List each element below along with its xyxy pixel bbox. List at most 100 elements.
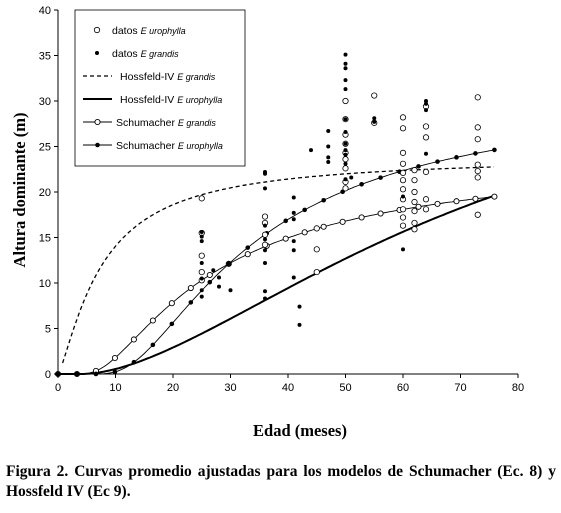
data-point-urophylla (411, 177, 418, 184)
legend-marker-filled-dot (95, 142, 100, 148)
data-point-grandis (424, 101, 428, 106)
curve-marker (245, 245, 251, 250)
curve-marker (472, 195, 479, 202)
data-point-grandis (263, 223, 267, 228)
y-axis-title: Altura dominante (m) (10, 113, 29, 268)
legend-entry: Schumacher E grandis (83, 117, 216, 129)
data-point-urophylla (198, 195, 205, 202)
curve-marker (149, 317, 156, 324)
y-tick-label: 0 (45, 369, 51, 381)
data-point-grandis (199, 230, 204, 235)
figure-caption: Figura 2. Curvas promedio ajustadas para… (6, 463, 556, 500)
curve-marker (206, 271, 213, 279)
curve-marker (473, 151, 478, 156)
data-point-urophylla (411, 226, 418, 233)
data-point-urophylla (198, 252, 205, 259)
data-point-grandis (263, 186, 267, 191)
legend-label: Schumacher E urophylla (116, 140, 223, 152)
data-point-grandis (199, 239, 204, 244)
curve-marker (454, 155, 459, 160)
data-point-grandis (199, 260, 204, 265)
x-tick-label: 20 (167, 382, 179, 394)
curve-marker (320, 223, 327, 230)
curve-marker (283, 218, 289, 224)
data-point-grandis (309, 148, 313, 153)
curve-marker (111, 354, 118, 362)
x-tick-label: 80 (512, 382, 524, 394)
data-point-urophylla (313, 246, 320, 253)
data-point-grandis (424, 151, 428, 156)
data-point-grandis (343, 161, 348, 166)
x-tick-label: 40 (282, 382, 294, 394)
data-point-urophylla (474, 124, 481, 131)
data-point-urophylla (411, 208, 418, 215)
curve-marker (321, 197, 326, 203)
data-point-grandis (297, 304, 302, 309)
data-point-grandis (343, 148, 348, 153)
data-point-urophylla (399, 206, 407, 213)
legend-species: E urophylla (177, 95, 222, 105)
data-point-urophylla (474, 211, 481, 218)
legend-series-name: Schumacher (116, 140, 178, 152)
data-point-grandis (343, 52, 348, 57)
x-tick-label: 70 (454, 382, 466, 394)
data-point-grandis (291, 248, 296, 253)
data-point-grandis (263, 248, 267, 253)
data-point-grandis (263, 296, 267, 301)
legend-entry: Hossfeld-IV E grandis (83, 71, 216, 83)
data-point-grandis (343, 61, 348, 66)
data-point-grandis (343, 129, 348, 134)
legend-label: datos E grandis (112, 48, 179, 60)
data-point-urophylla (399, 169, 407, 176)
curve-hossfeld-iv-e-urophylla (58, 194, 496, 375)
y-tick-label: 35 (39, 51, 51, 63)
data-point-urophylla (422, 206, 430, 213)
data-point-grandis (326, 129, 331, 134)
legend-marker-open-circle (93, 26, 101, 34)
data-point-urophylla (399, 177, 407, 184)
data-point-grandis (263, 289, 267, 294)
data-point-grandis (291, 275, 296, 280)
data-point-grandis (263, 260, 267, 265)
y-tick-label: 5 (45, 324, 51, 336)
curve-marker (150, 342, 156, 348)
data-point-urophylla (411, 167, 418, 174)
data-point-grandis (401, 194, 405, 199)
curve-marker (131, 359, 137, 365)
data-point-urophylla (342, 156, 349, 163)
data-point-grandis (326, 144, 331, 149)
legend-series-name: Hossfeld-IV (120, 94, 177, 106)
legend-marker-open-circle (94, 118, 101, 126)
x-tick-label: 0 (55, 382, 61, 394)
curve-marker (492, 147, 497, 153)
data-point-grandis (228, 288, 233, 293)
curve-marker (188, 300, 194, 305)
data-point-urophylla (261, 241, 269, 248)
data-point-grandis (199, 294, 204, 299)
data-point-urophylla (399, 125, 407, 132)
legend-series-name: Hossfeld-IV (120, 71, 177, 83)
curve-marker (169, 321, 175, 327)
legend-entry: Hossfeld-IV E urophylla (83, 94, 222, 106)
curve-marker (112, 369, 118, 375)
x-tick-label: 10 (109, 382, 121, 394)
data-point-grandis (343, 66, 348, 71)
data-point-grandis (326, 159, 331, 164)
data-point-urophylla (474, 167, 481, 175)
data-point-urophylla (411, 198, 418, 206)
curve-marker (244, 251, 251, 258)
x-tick-label: 50 (339, 382, 351, 394)
data-point-urophylla (422, 123, 430, 130)
data-point-grandis (343, 177, 348, 182)
legend-species: E urophylla (178, 141, 223, 151)
y-tick-label: 10 (39, 278, 51, 290)
data-point-urophylla (399, 160, 407, 167)
data-point-urophylla (399, 222, 407, 229)
curve-marker (358, 214, 365, 221)
data-point-grandis (372, 119, 377, 124)
data-point-urophylla (411, 219, 418, 227)
x-tick-label: 30 (224, 382, 236, 394)
data-point-urophylla (399, 114, 407, 121)
data-point-urophylla (342, 165, 349, 172)
